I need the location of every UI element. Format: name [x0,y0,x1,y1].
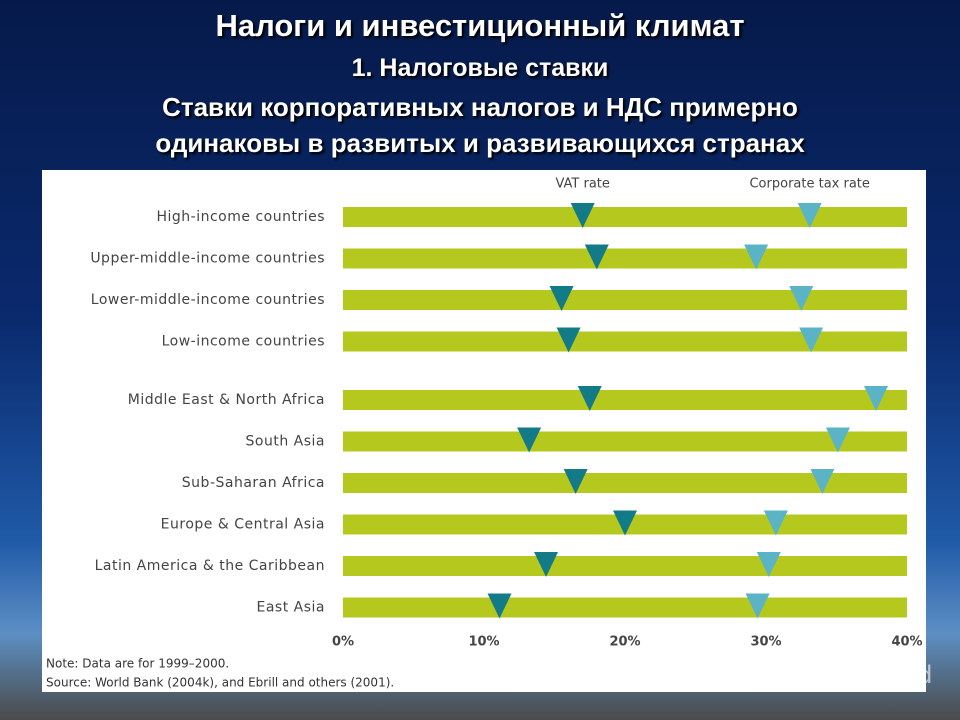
marker [563,469,588,494]
watermark: Shared [848,661,933,689]
subtitle: Ставки корпоративных налогов и НДС приме… [162,92,798,122]
marker [577,386,602,411]
marker [534,552,559,577]
title: Налоги и инвестиционный климат [215,8,745,43]
subtitle: одинаковы в развитых и развивающихся стр… [155,128,805,158]
marker [797,203,822,228]
marker [584,244,609,270]
row-bar [343,597,907,618]
y-tick-label: Sub-Saharan Africa [182,475,325,491]
legend-label: VAT rate [555,177,609,192]
row-bar [343,431,907,452]
marker [570,203,595,228]
x-tick-label: 10% [468,635,499,650]
y-tick-label: Middle East & North Africa [128,392,325,408]
marker [745,593,770,619]
marker [556,327,581,353]
y-tick-label: Europe & Central Asia [161,517,325,533]
marker [825,427,850,453]
y-tick-label: Upper-middle-income countries [90,251,325,267]
marker [744,244,769,270]
y-tick-label: East Asia [257,600,326,616]
row-bar [343,248,907,269]
x-tick-label: 30% [750,635,781,650]
row-bar [343,556,907,576]
marker [789,286,814,311]
marker [799,327,824,353]
row-bar [343,207,907,227]
source: Source: World Bank (2004k), and Ebrill a… [46,676,394,690]
marker [613,510,637,536]
marker [756,552,781,577]
row-bar [343,473,907,493]
row-bar [343,390,907,410]
legend-label: Corporate tax rate [749,177,869,192]
y-tick-label: South Asia [246,434,325,450]
note: Note: Data are for 1999–2000. [46,657,229,671]
marker [863,386,888,411]
row-bar [343,331,907,352]
y-tick-label: Latin America & the Caribbean [95,558,325,574]
heading: 1. Налоговые ставки [351,54,609,82]
marker [517,427,542,453]
y-tick-label: Lower-middle-income countries [91,292,325,308]
marker [487,593,512,619]
x-tick-label: 0% [332,635,354,650]
y-tick-label: High-income countries [156,209,325,225]
row-bar [343,290,907,310]
y-tick-label: Low-income countries [162,334,325,350]
marker [549,286,574,311]
x-tick-label: 20% [609,635,640,650]
marker [810,469,835,494]
marker [763,510,788,536]
x-tick-label: 40% [891,635,922,650]
